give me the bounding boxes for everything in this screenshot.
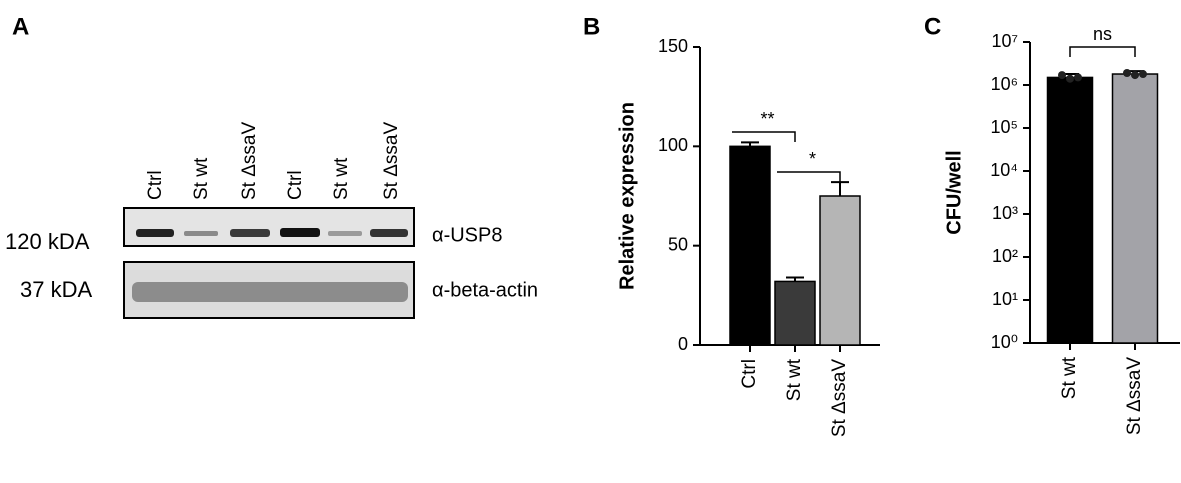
y-tick-label: 10² [992,246,1018,266]
panel-label: C [924,13,941,40]
panel-label: B [583,13,600,40]
y-tick-label: 10⁶ [991,74,1018,94]
y-tick-label: 0 [678,334,688,354]
data-point [1066,74,1074,83]
data-point [1074,73,1082,82]
bar [729,145,771,346]
lane-label: St wt [331,157,352,200]
x-tick-label: St ΔssaV [829,359,850,437]
y-tick-label: 10¹ [992,289,1018,309]
blot-lower [123,261,415,319]
y-axis-label: CFU/well [943,150,965,234]
data-point [1139,70,1147,79]
x-tick-label: St ΔssaV [1124,357,1145,435]
bar [1046,76,1094,344]
significance-label: * [809,149,816,169]
size-label: 37 kDA [20,277,92,302]
significance-label: ** [760,109,774,129]
data-point [1131,71,1139,80]
y-tick-label: 100 [658,135,688,155]
data-point [1123,69,1131,78]
y-tick-label: 10⁴ [990,160,1018,180]
data-point [1058,71,1066,80]
lane-label: Ctrl [285,170,306,200]
lane-label: St ΔssaV [381,122,402,200]
y-tick-label: 10³ [992,203,1018,223]
panel-label: A [12,13,29,40]
significance-bracket [777,171,841,182]
lane-label: St wt [191,157,212,200]
antibody-label: α-USP8 [432,224,502,246]
bar [819,195,861,346]
bar [1111,73,1159,344]
y-tick-label: 50 [668,234,688,254]
x-tick-label: St wt [784,358,805,401]
y-tick-label: 10⁵ [991,117,1018,137]
blot-upper [123,207,415,247]
y-tick-label: 150 [658,36,688,56]
antibody-label: α-beta-actin [432,279,538,301]
lane-label: St ΔssaV [239,122,260,200]
significance-bracket [732,131,796,142]
significance-label: ns [1093,24,1112,44]
y-tick-label: 10⁰ [991,332,1018,352]
bar [774,280,816,346]
lane-label: Ctrl [145,170,166,200]
y-axis-label: Relative expression [616,102,638,290]
y-tick-label: 10⁷ [991,31,1018,51]
significance-bracket [1069,46,1136,57]
x-tick-label: Ctrl [739,359,760,389]
x-tick-label: St wt [1059,356,1080,399]
size-label: 120 kDA [5,229,90,254]
